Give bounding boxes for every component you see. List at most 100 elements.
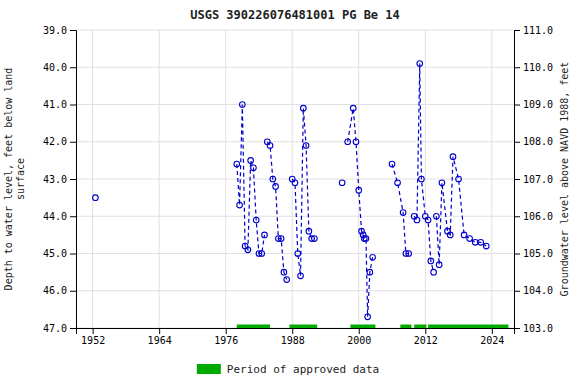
y-tick-label: 39.0 [43, 25, 67, 36]
grid-line-y [76, 141, 514, 142]
data-point [301, 105, 307, 111]
data-point [273, 184, 279, 190]
grid-line-y [76, 67, 514, 68]
approved-period [414, 325, 426, 329]
y2-tick-mark [514, 67, 520, 68]
data-point [93, 195, 99, 201]
data-point [303, 143, 309, 149]
data-point [270, 176, 276, 182]
y2-tick: 104.0 [514, 285, 553, 296]
y-tick-mark [70, 105, 76, 106]
data-point [406, 251, 412, 257]
grid-line-y [76, 30, 514, 31]
chart: 195219641976198820002012202439.040.041.0… [0, 0, 576, 384]
y2-tick: 107.0 [514, 174, 553, 185]
y-tick-label: 40.0 [43, 62, 67, 73]
y2-axis-title: Groundwater level above NAVD 1988, feet [559, 62, 570, 297]
series-line [292, 108, 314, 276]
grid-line-y [76, 104, 514, 105]
grid [76, 30, 514, 328]
series [237, 328, 509, 329]
grid-line-y [76, 290, 514, 291]
data-point [367, 269, 373, 275]
y-tick-mark [70, 30, 76, 31]
legend: Period of approved data [197, 363, 379, 376]
y2-tick-label: 106.0 [523, 211, 553, 222]
data-point [467, 236, 473, 242]
x-tick: 2000 [347, 328, 371, 346]
x-tick-label: 2000 [347, 335, 371, 346]
y2-tick: 105.0 [514, 248, 553, 259]
y2-axis-title-line: Groundwater level above NAVD 1988, feet [559, 62, 570, 297]
y2-tick-mark [514, 328, 520, 329]
x-tick-label: 2012 [414, 335, 438, 346]
grid-line-y [76, 216, 514, 217]
series [434, 154, 489, 268]
y2-tick: 109.0 [514, 99, 553, 110]
data-point [425, 217, 431, 223]
series [339, 180, 345, 186]
series [93, 195, 99, 201]
y-tick: 44.0 [43, 211, 76, 222]
series [264, 139, 289, 282]
y2-tick-label: 109.0 [523, 99, 553, 110]
data-point [278, 236, 284, 242]
data-point [370, 254, 376, 260]
approved-period [237, 325, 270, 329]
data-point [281, 269, 287, 275]
y2-tick-mark [514, 105, 520, 106]
data-point [400, 210, 406, 216]
y-axis-line [70, 31, 77, 329]
y2-tick-mark [514, 30, 520, 31]
x-tick-mark [93, 328, 94, 334]
data-point [414, 217, 420, 223]
legend-item: Period of approved data [197, 363, 379, 376]
data-point [259, 251, 265, 257]
y-tick-label: 42.0 [43, 136, 67, 147]
series-line [414, 64, 433, 273]
approved-period [289, 325, 317, 329]
y-tick-label: 46.0 [43, 285, 67, 296]
x-axis: 1952196419761988200020122024 [77, 328, 515, 346]
series-line [267, 142, 286, 280]
approved-period [350, 325, 375, 329]
y-tick-label: 47.0 [43, 323, 67, 334]
y2-tick-label: 111.0 [523, 25, 553, 36]
y-axis: 39.040.041.042.043.044.045.046.047.0 [43, 25, 77, 334]
x-tick-label: 1952 [81, 335, 105, 346]
y2-axis: 103.0104.0105.0106.0107.0108.0109.0110.0… [514, 25, 553, 334]
data-point [450, 154, 456, 160]
data-point [456, 176, 462, 182]
y-tick-mark [70, 179, 76, 180]
x-tick-mark [226, 328, 227, 334]
y-tick-label: 45.0 [43, 248, 67, 259]
x-tick: 2012 [414, 328, 438, 346]
legend-label: Period of approved data [227, 363, 379, 376]
data-point [417, 61, 423, 67]
legend-swatch [197, 364, 221, 374]
y-tick-mark [70, 67, 76, 68]
data-point [284, 277, 290, 283]
data-point [339, 180, 345, 186]
x-tick: 2024 [480, 328, 504, 346]
data-point [292, 180, 298, 186]
series-line [237, 105, 265, 254]
series [234, 102, 267, 257]
plot-area [93, 61, 509, 328]
y2-tick: 108.0 [514, 136, 553, 147]
y2-tick-label: 104.0 [523, 285, 553, 296]
y2-axis-line [515, 31, 521, 329]
series [345, 105, 376, 319]
data-point [245, 247, 251, 253]
data-point [234, 161, 240, 167]
series [389, 161, 411, 256]
data-point [267, 143, 273, 149]
y-tick: 42.0 [43, 136, 76, 147]
y2-tick-mark [514, 254, 520, 255]
data-point [395, 180, 401, 186]
y2-tick-mark [514, 291, 520, 292]
x-tick-label: 1988 [281, 335, 305, 346]
data-point [306, 228, 312, 234]
y-tick: 40.0 [43, 62, 76, 73]
data-point [251, 165, 257, 171]
